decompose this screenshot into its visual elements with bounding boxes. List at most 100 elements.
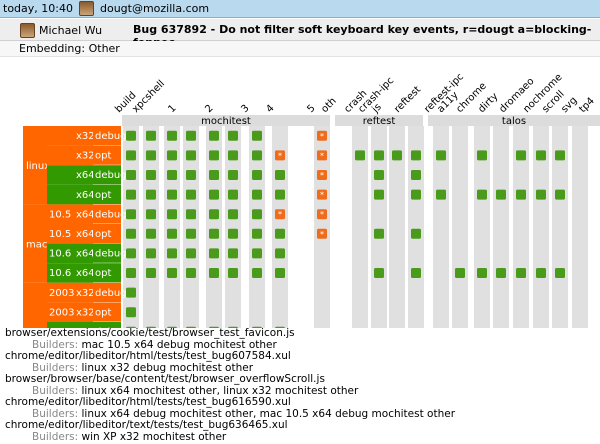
- result-orange-cell[interactable]: [317, 150, 327, 161]
- result-pass-cell[interactable]: [411, 189, 421, 200]
- result-pass-cell[interactable]: [252, 150, 262, 161]
- result-pass-cell[interactable]: [275, 170, 285, 180]
- result-pass-cell[interactable]: [436, 189, 446, 200]
- result-pass-cell[interactable]: [209, 189, 219, 200]
- result-pass-cell[interactable]: [167, 189, 177, 200]
- result-pass-cell[interactable]: [252, 228, 262, 239]
- result-pass-cell[interactable]: [411, 228, 421, 239]
- result-pass-cell[interactable]: [555, 189, 565, 200]
- result-pass-cell[interactable]: [126, 228, 136, 239]
- result-pass-cell[interactable]: [477, 150, 487, 161]
- author-name[interactable]: Michael Wu: [39, 24, 103, 37]
- result-pass-cell[interactable]: [536, 268, 546, 278]
- result-pass-cell[interactable]: [209, 268, 219, 278]
- result-pass-cell[interactable]: [411, 170, 421, 180]
- result-pass-cell[interactable]: [186, 130, 196, 141]
- result-orange-cell[interactable]: [275, 209, 285, 220]
- failure-file[interactable]: browser/extensions/cookie/test/browser_t…: [5, 327, 295, 339]
- result-pass-cell[interactable]: [186, 189, 196, 200]
- result-pass-cell[interactable]: [209, 150, 219, 161]
- result-pass-cell[interactable]: [516, 150, 526, 161]
- result-pass-cell[interactable]: [516, 268, 526, 278]
- result-pass-cell[interactable]: [126, 189, 136, 200]
- result-pass-cell[interactable]: [167, 170, 177, 180]
- result-pass-cell[interactable]: [436, 150, 446, 161]
- result-pass-cell[interactable]: [516, 189, 526, 200]
- result-pass-cell[interactable]: [126, 130, 136, 141]
- result-pass-cell[interactable]: [146, 326, 156, 328]
- result-pass-cell[interactable]: [496, 268, 506, 278]
- result-pass-cell[interactable]: [275, 326, 285, 328]
- result-pass-cell[interactable]: [126, 307, 136, 318]
- result-pass-cell[interactable]: [167, 326, 177, 328]
- result-pass-cell[interactable]: [146, 130, 156, 141]
- result-pass-cell[interactable]: [252, 170, 262, 180]
- result-pass-cell[interactable]: [228, 268, 238, 278]
- result-pass-cell[interactable]: [477, 268, 487, 278]
- result-pass-cell[interactable]: [167, 130, 177, 141]
- result-pass-cell[interactable]: [228, 130, 238, 141]
- result-pass-cell[interactable]: [228, 248, 238, 259]
- result-orange-cell[interactable]: [317, 170, 327, 180]
- result-pass-cell[interactable]: [252, 248, 262, 259]
- result-pass-cell[interactable]: [146, 170, 156, 180]
- result-pass-cell[interactable]: [186, 268, 196, 278]
- result-pass-cell[interactable]: [209, 170, 219, 180]
- result-pass-cell[interactable]: [275, 228, 285, 239]
- result-pass-cell[interactable]: [209, 130, 219, 141]
- result-orange-cell[interactable]: [317, 228, 327, 239]
- result-pass-cell[interactable]: [186, 209, 196, 220]
- result-pass-cell[interactable]: [374, 228, 384, 239]
- result-pass-cell[interactable]: [496, 189, 506, 200]
- result-pass-cell[interactable]: [167, 228, 177, 239]
- result-pass-cell[interactable]: [209, 248, 219, 259]
- result-pass-cell[interactable]: [252, 209, 262, 220]
- result-pass-cell[interactable]: [252, 189, 262, 200]
- result-pass-cell[interactable]: [209, 228, 219, 239]
- result-pass-cell[interactable]: [186, 170, 196, 180]
- result-pass-cell[interactable]: [146, 228, 156, 239]
- failure-file[interactable]: browser/browser/base/content/test/browse…: [5, 373, 325, 385]
- result-orange-cell[interactable]: [317, 130, 327, 141]
- result-pass-cell[interactable]: [411, 150, 421, 161]
- result-pass-cell[interactable]: [228, 209, 238, 220]
- result-pass-cell[interactable]: [252, 326, 262, 328]
- result-pass-cell[interactable]: [374, 268, 384, 278]
- result-pass-cell[interactable]: [275, 189, 285, 200]
- result-pass-cell[interactable]: [228, 326, 238, 328]
- result-pass-cell[interactable]: [186, 150, 196, 161]
- failure-file[interactable]: chrome/editor/libeditor/html/tests/test_…: [5, 350, 291, 362]
- result-pass-cell[interactable]: [126, 268, 136, 278]
- result-pass-cell[interactable]: [536, 189, 546, 200]
- result-pass-cell[interactable]: [228, 228, 238, 239]
- result-pass-cell[interactable]: [355, 150, 365, 161]
- pusher-email[interactable]: dougt@mozilla.com: [99, 2, 210, 15]
- result-pass-cell[interactable]: [186, 248, 196, 259]
- result-pass-cell[interactable]: [146, 150, 156, 161]
- result-pass-cell[interactable]: [374, 189, 384, 200]
- result-pass-cell[interactable]: [252, 130, 262, 141]
- result-pass-cell[interactable]: [186, 326, 196, 328]
- result-pass-cell[interactable]: [146, 209, 156, 220]
- result-orange-cell[interactable]: [317, 189, 327, 200]
- result-pass-cell[interactable]: [455, 268, 465, 278]
- result-pass-cell[interactable]: [167, 150, 177, 161]
- result-pass-cell[interactable]: [126, 287, 136, 298]
- result-pass-cell[interactable]: [477, 189, 487, 200]
- result-pass-cell[interactable]: [126, 326, 136, 328]
- result-pass-cell[interactable]: [146, 268, 156, 278]
- result-pass-cell[interactable]: [411, 268, 421, 278]
- result-pass-cell[interactable]: [146, 189, 156, 200]
- result-pass-cell[interactable]: [209, 326, 219, 328]
- result-pass-cell[interactable]: [126, 170, 136, 180]
- result-pass-cell[interactable]: [374, 150, 384, 161]
- result-pass-cell[interactable]: [252, 268, 262, 278]
- result-pass-cell[interactable]: [126, 248, 136, 259]
- result-pass-cell[interactable]: [126, 209, 136, 220]
- result-pass-cell[interactable]: [275, 248, 285, 259]
- result-pass-cell[interactable]: [555, 268, 565, 278]
- failure-file[interactable]: chrome/editor/libeditor/html/tests/test_…: [5, 396, 291, 408]
- result-pass-cell[interactable]: [167, 268, 177, 278]
- result-pass-cell[interactable]: [374, 170, 384, 180]
- result-pass-cell[interactable]: [186, 228, 196, 239]
